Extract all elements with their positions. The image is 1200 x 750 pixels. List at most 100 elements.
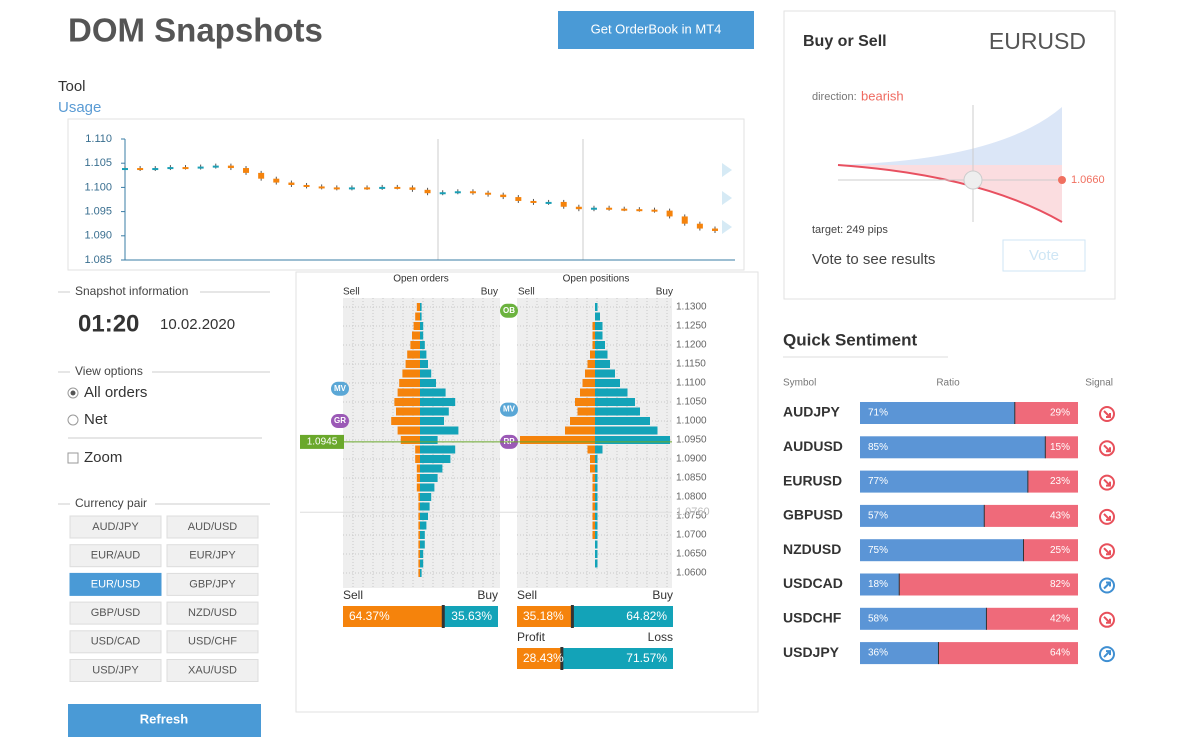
sell-bar — [592, 331, 595, 340]
zoom-label[interactable]: Zoom — [84, 449, 122, 466]
pair-button[interactable] — [69, 630, 162, 654]
scroll-arrows[interactable] — [722, 163, 732, 234]
pair-label[interactable]: AUD/USD — [188, 521, 238, 533]
marker-label[interactable]: MV — [334, 384, 347, 393]
marker-label[interactable]: GR — [334, 416, 346, 425]
sell-bar — [590, 455, 595, 463]
pair-label[interactable]: USD/CHF — [188, 636, 237, 648]
candle — [258, 172, 265, 179]
buy-bar — [420, 502, 430, 511]
sell-bar — [1014, 402, 1078, 424]
pair-button[interactable] — [69, 515, 162, 539]
pair-label[interactable]: EUR/AUD — [91, 550, 141, 562]
marker-label[interactable]: MV — [503, 405, 516, 414]
buy-bar — [420, 379, 436, 387]
sell-bar — [418, 569, 420, 577]
candle — [212, 165, 219, 168]
y-tick-label: 1.110 — [85, 133, 112, 145]
price-label: 1.1300 — [676, 302, 707, 313]
sell-bar — [415, 445, 420, 454]
buy-bar — [595, 512, 598, 520]
pair-label[interactable]: NZD/USD — [188, 607, 237, 619]
pair-button[interactable] — [166, 515, 259, 539]
bull-fan — [838, 107, 1062, 165]
candle — [152, 168, 159, 171]
symbol: USDCHF — [783, 610, 842, 626]
pair-label[interactable]: GBP/USD — [91, 607, 141, 619]
orderbook-button-label[interactable]: Get OrderBook in MT4 — [591, 21, 722, 36]
pair-button[interactable] — [166, 659, 259, 682]
buy-bar — [420, 417, 444, 425]
pair-label[interactable]: USD/CAD — [91, 636, 141, 648]
pair-button[interactable] — [166, 601, 259, 625]
signal-arrow — [1103, 581, 1111, 590]
sell-bar — [592, 512, 595, 520]
radio[interactable] — [67, 414, 79, 426]
radio-dot[interactable] — [70, 390, 76, 396]
summary-right-bar — [561, 648, 673, 669]
pair-label[interactable]: EUR/USD — [91, 578, 141, 590]
sell-bar — [1027, 470, 1078, 493]
pair-label[interactable]: EUR/JPY — [189, 550, 236, 562]
summary-left-label: Sell — [517, 588, 537, 602]
sell-value: 82% — [1050, 579, 1070, 590]
pair-button[interactable] — [166, 544, 259, 568]
vote-button[interactable] — [1002, 239, 1086, 272]
refresh-button[interactable] — [68, 704, 261, 737]
summary-right-value: 35.63% — [451, 609, 492, 623]
candle — [227, 165, 234, 169]
marker[interactable] — [331, 381, 349, 396]
pair-button[interactable] — [69, 659, 162, 682]
target: target: 249 pips — [812, 224, 888, 236]
sell-bar — [577, 407, 595, 416]
candle — [333, 187, 340, 190]
sell-bar — [410, 341, 420, 349]
sell-bar — [592, 502, 595, 511]
price-label: 1.1100 — [676, 378, 706, 389]
candle — [500, 194, 507, 198]
summary-left-value: 28.43% — [523, 651, 564, 665]
pair-label[interactable]: XAU/USD — [188, 664, 237, 676]
signal-arrow — [1103, 444, 1111, 453]
refresh-label[interactable]: Refresh — [140, 711, 188, 726]
pair-label[interactable]: AUD/JPY — [92, 521, 139, 533]
buy-bar — [595, 369, 615, 378]
candle — [167, 167, 174, 170]
buy-bar — [420, 521, 427, 530]
pair-label[interactable]: USD/JPY — [92, 664, 139, 676]
buy-bar — [420, 436, 438, 444]
symbol: AUDUSD — [783, 438, 843, 454]
candle — [666, 210, 673, 217]
buy-bar — [595, 493, 598, 501]
buy-bar — [595, 417, 650, 425]
buy-value: 58% — [868, 613, 888, 624]
radio-label[interactable]: Net — [84, 411, 108, 428]
candle — [424, 189, 431, 194]
pair-button[interactable] — [69, 601, 162, 625]
candle — [590, 207, 597, 210]
sell-value: 29% — [1050, 408, 1070, 419]
price-label: 1.0900 — [676, 454, 707, 465]
pair-button[interactable] — [69, 572, 162, 596]
slider-handle[interactable] — [963, 170, 983, 190]
orderbook-button[interactable] — [558, 11, 754, 49]
price-label: 1.1150 — [676, 359, 706, 370]
usage-link[interactable]: Usage — [58, 99, 101, 116]
pair-button[interactable] — [166, 630, 259, 654]
pair-button[interactable] — [69, 544, 162, 568]
zoom-checkbox[interactable] — [67, 452, 79, 464]
candle — [606, 207, 613, 210]
vote-label[interactable]: Vote — [1029, 247, 1059, 264]
candle — [530, 200, 537, 203]
radio-label[interactable]: All orders — [84, 384, 147, 401]
buy-bar — [420, 369, 432, 378]
marker-label[interactable]: OB — [503, 306, 515, 315]
marker[interactable] — [331, 414, 349, 428]
marker[interactable] — [500, 402, 518, 417]
summary-right-value: 64.82% — [626, 609, 667, 623]
pair-label[interactable]: GBP/JPY — [189, 578, 236, 590]
marker[interactable] — [500, 303, 518, 318]
y-tick-label: 1.085 — [84, 254, 112, 266]
pair-button[interactable] — [166, 572, 259, 596]
